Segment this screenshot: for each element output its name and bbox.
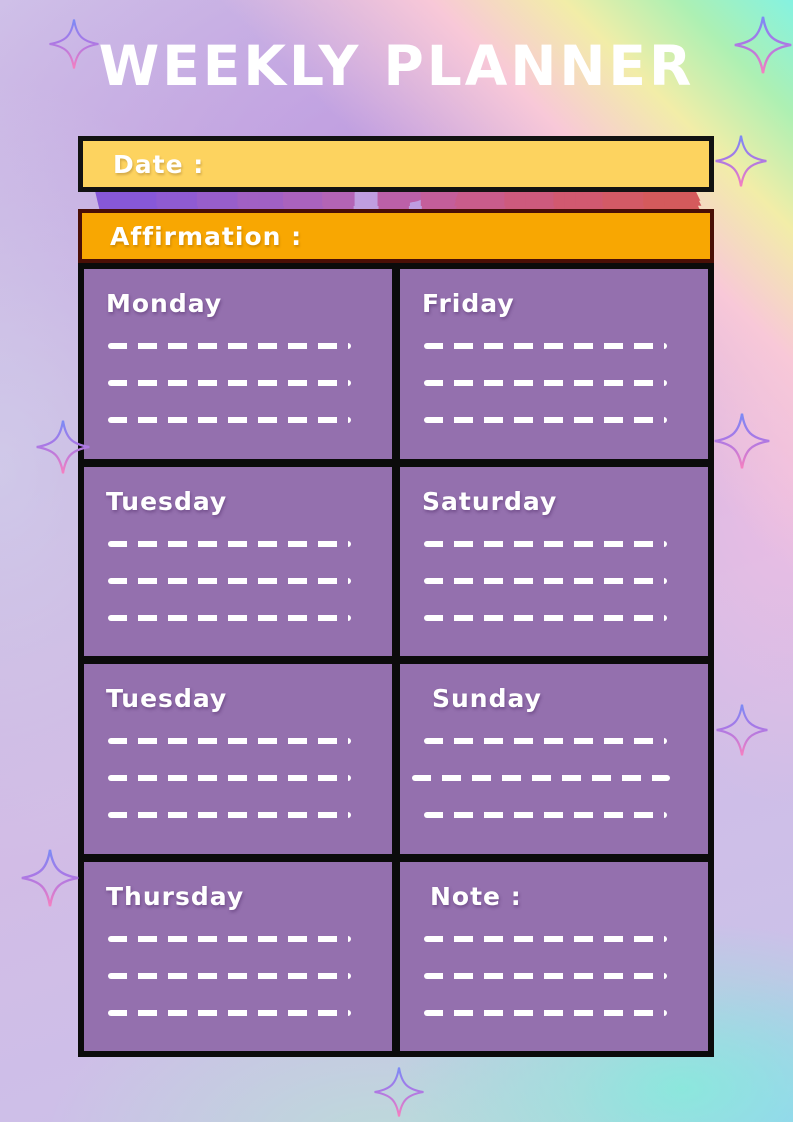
writing-line[interactable]: [108, 614, 351, 621]
writing-line[interactable]: [108, 972, 351, 979]
writing-line[interactable]: [424, 577, 667, 584]
note-card: Note :: [400, 861, 708, 1051]
writing-line[interactable]: [108, 738, 351, 745]
writing-lines: [412, 713, 688, 838]
affirmation-field-bar[interactable]: Affirmation :: [78, 209, 714, 263]
writing-line[interactable]: [424, 972, 667, 979]
sparkle-icon: [714, 134, 768, 188]
day-card-friday: Friday: [400, 269, 708, 459]
writing-line[interactable]: [108, 577, 351, 584]
writing-line[interactable]: [424, 343, 667, 350]
day-label-tuesday-2: Tuesday: [106, 684, 228, 713]
writing-line[interactable]: [424, 614, 667, 621]
day-label-monday: Monday: [106, 289, 223, 318]
day-card-monday: Monday: [84, 269, 392, 459]
day-label-tuesday: Tuesday: [106, 486, 228, 516]
writing-line[interactable]: [108, 380, 351, 387]
writing-lines: [422, 318, 688, 443]
sparkle-icon: [715, 703, 769, 757]
writing-line[interactable]: [424, 1009, 667, 1016]
note-label: Note :: [430, 881, 522, 911]
sparkle-icon: [733, 15, 793, 75]
writing-lines: [106, 911, 372, 1036]
writing-line[interactable]: [424, 738, 667, 745]
writing-line[interactable]: [412, 775, 670, 782]
writing-line[interactable]: [108, 343, 351, 350]
writing-line[interactable]: [108, 812, 351, 819]
sparkle-icon: [20, 848, 80, 908]
date-field-bar[interactable]: Date :: [78, 136, 714, 192]
page-title-fill: WEEKLY PLANNER: [98, 34, 695, 98]
writing-lines: [422, 911, 688, 1036]
writing-lines: [422, 516, 688, 641]
writing-line[interactable]: [424, 812, 667, 819]
day-card-sunday: Sunday: [400, 664, 708, 854]
date-label: Date :: [113, 149, 205, 179]
writing-line[interactable]: [424, 380, 667, 387]
writing-lines: [106, 516, 372, 641]
day-card-saturday: Saturday: [400, 466, 708, 656]
writing-line[interactable]: [108, 775, 351, 782]
writing-line[interactable]: [108, 417, 351, 424]
day-card-tuesday-2: Tuesday: [84, 664, 392, 854]
writing-line[interactable]: [108, 1009, 351, 1016]
planner-grid: Monday Friday Tuesday Saturday T: [78, 263, 714, 1057]
sparkle-icon: [713, 412, 771, 470]
writing-line[interactable]: [108, 540, 351, 547]
writing-line[interactable]: [424, 540, 667, 547]
sparkle-icon: [373, 1066, 425, 1118]
sparkle-icon: [48, 18, 100, 70]
writing-lines: [106, 318, 372, 443]
writing-lines: [106, 713, 372, 838]
day-label-sunday: Sunday: [432, 684, 542, 713]
day-label-saturday: Saturday: [422, 486, 558, 516]
day-label-friday: Friday: [422, 289, 515, 318]
day-label-thursday: Thursday: [106, 881, 245, 911]
writing-line[interactable]: [424, 935, 667, 942]
writing-line[interactable]: [424, 417, 667, 424]
affirmation-label: Affirmation :: [110, 221, 303, 251]
day-card-tuesday: Tuesday: [84, 466, 392, 656]
day-card-thursday: Thursday: [84, 861, 392, 1051]
writing-line[interactable]: [108, 935, 351, 942]
